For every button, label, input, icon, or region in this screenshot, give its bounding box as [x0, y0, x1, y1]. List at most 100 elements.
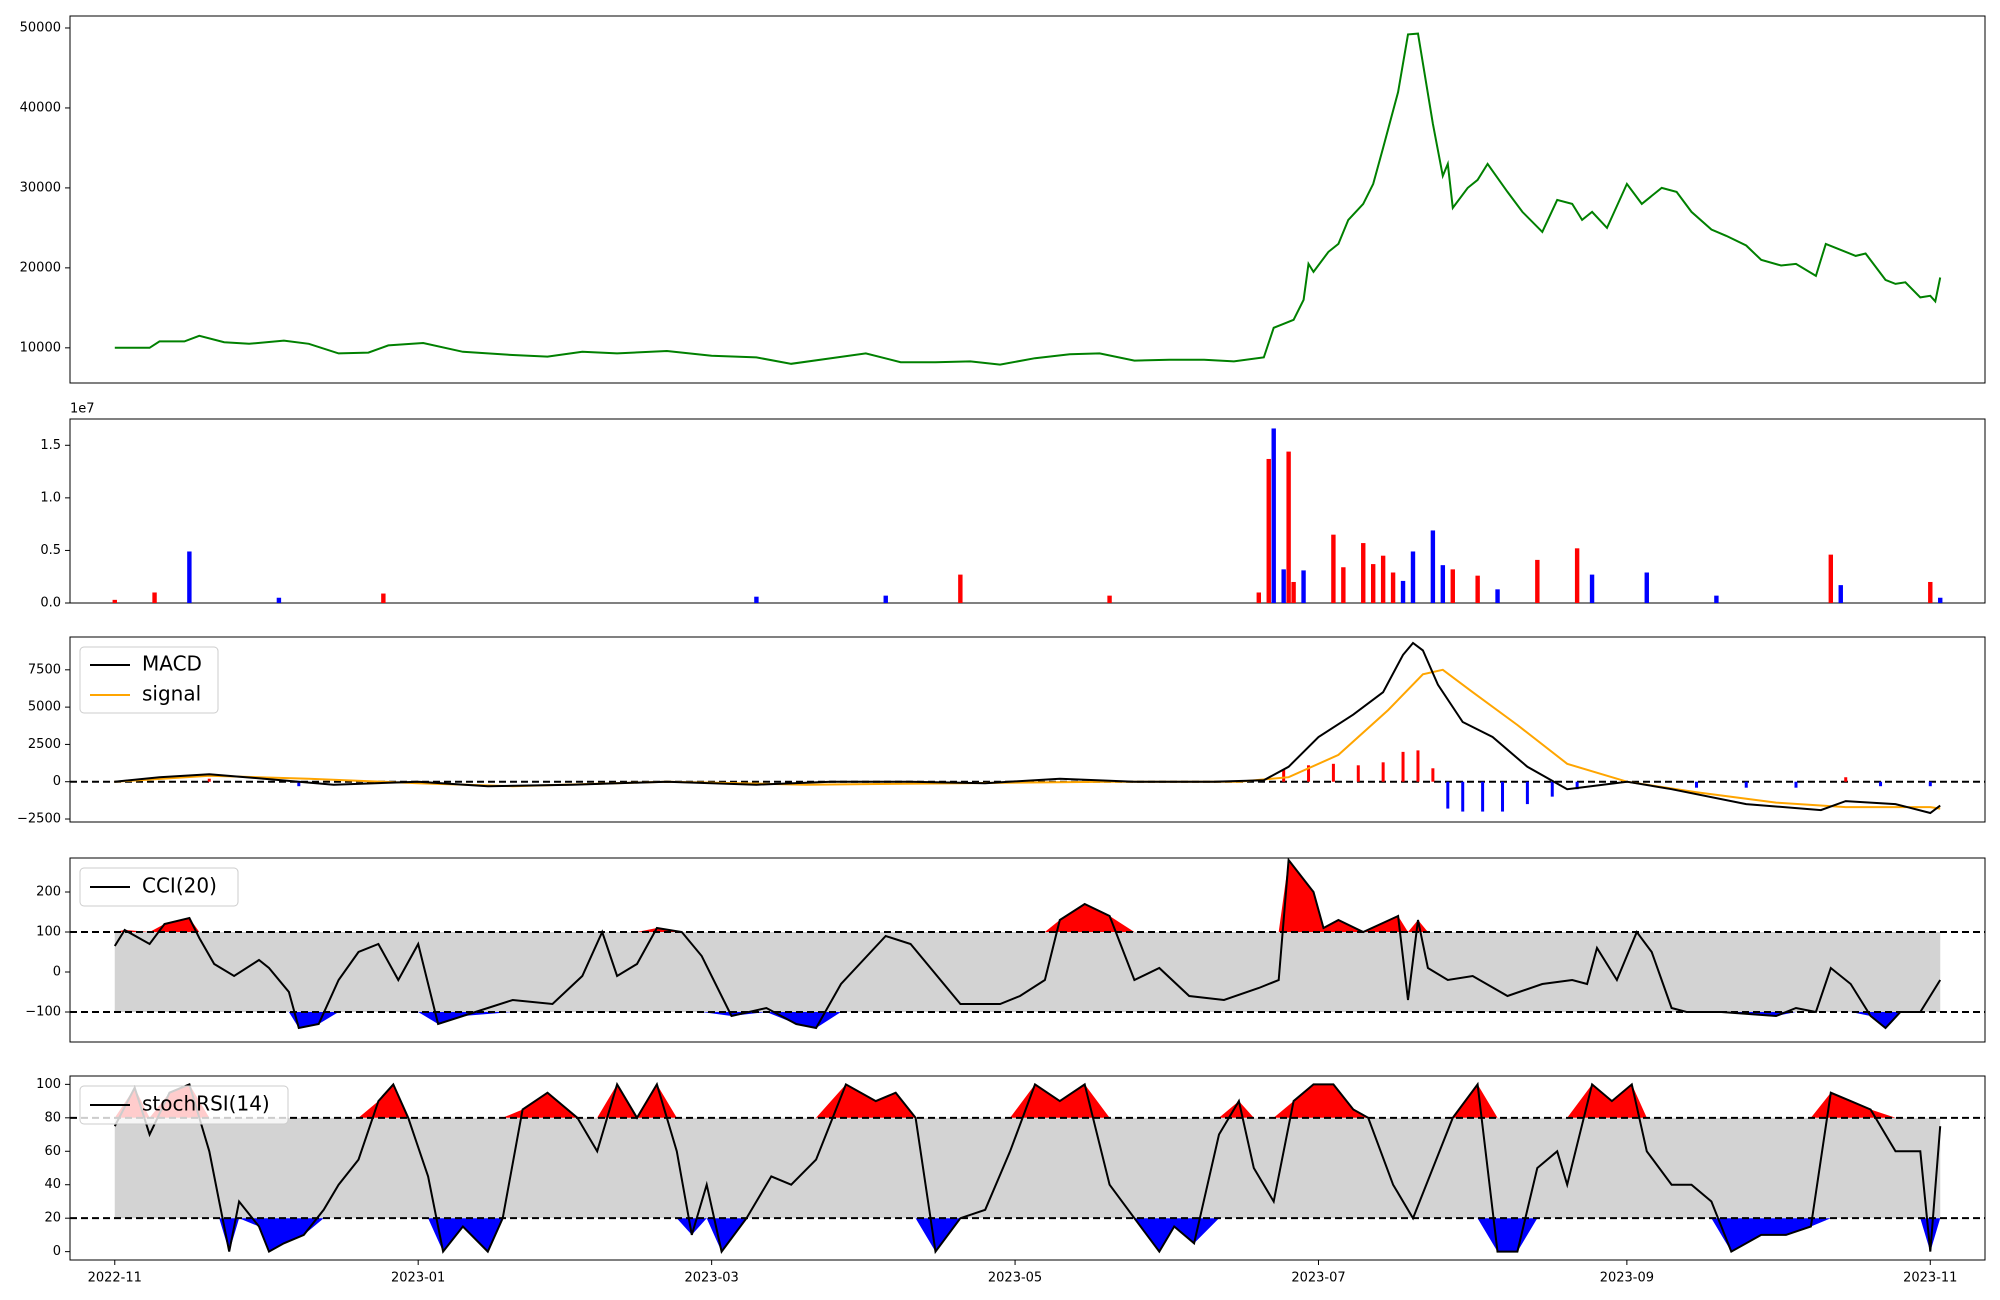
x-tick-label: 2023-07: [1291, 1271, 1345, 1286]
volume-bar: [1271, 428, 1276, 603]
stochrsi-overbought-fill: [114, 1084, 1941, 1118]
stochrsi-legend-box: [79, 1085, 289, 1125]
macd-histogram-bar: [1695, 781, 1699, 788]
volume-bar: [152, 592, 157, 603]
volume-bar: [1380, 555, 1386, 603]
stochrsi-ytick-label: 0: [53, 1244, 61, 1259]
volume-bar: [381, 593, 386, 603]
cci-frame: [69, 857, 1986, 1043]
macd-legend-box: [79, 646, 219, 714]
macd-histogram-bar: [1575, 781, 1579, 790]
volume-bar: [1281, 569, 1286, 603]
stochrsi-oversold-fill: [114, 1218, 1941, 1252]
macd-legend-label: MACD: [142, 652, 202, 676]
macd-histogram-bar: [1331, 763, 1335, 782]
volume-bar: [1644, 572, 1649, 603]
volume-bar: [1475, 575, 1480, 603]
stochrsi-legend: stochRSI(14): [79, 1085, 289, 1125]
macd-histogram-bar: [1501, 781, 1505, 812]
price-line: [114, 32, 1942, 366]
macd-histogram-bar: [1525, 781, 1529, 805]
macd-histogram-bar: [1481, 781, 1485, 812]
macd-ytick-label: −2500: [17, 812, 61, 827]
cci-band: [114, 932, 1941, 1012]
volume-bar: [1370, 564, 1376, 603]
volume-bar: [1256, 592, 1261, 603]
macd-histogram-bar: [297, 781, 301, 787]
macd-histogram-bar: [1381, 762, 1385, 782]
macd-ytick-label: 7500: [28, 662, 61, 677]
x-tick-label: 2023-05: [988, 1271, 1042, 1286]
volume-bar: [1495, 589, 1500, 603]
stochrsi-ytick-label: 20: [44, 1211, 61, 1226]
macd-histogram-bar: [1794, 781, 1798, 788]
cci-legend-box: [79, 867, 239, 907]
cci-overbought-fill: [114, 860, 1941, 932]
price-frame: [69, 15, 1986, 384]
volume-bar: [958, 574, 963, 603]
volume-bar: [1430, 530, 1436, 603]
macd-legend: MACD signal: [79, 646, 219, 714]
signal-legend-label: signal: [142, 682, 201, 706]
volume-bar: [1714, 595, 1719, 603]
stochrsi-panel: 0 20 40 60 80 100 2022-11 2023-01 2023-03 2023-05…: [36, 1075, 1986, 1286]
cci-ytick-label: 0: [53, 965, 61, 980]
macd-histogram-bar: [1401, 751, 1405, 782]
volume-bar: [883, 595, 888, 603]
price-panel: 10000 20000 30000 40000 50000: [20, 15, 1986, 384]
volume-bar: [1410, 551, 1416, 603]
cci-panel: −100 0 100 200 CCI(20): [25, 857, 1986, 1043]
volume-bar: [1574, 548, 1580, 603]
volume-bar: [187, 551, 192, 603]
stochrsi-ytick-label: 100: [36, 1077, 61, 1092]
volume-bar: [1938, 597, 1943, 603]
volume-bar: [1341, 567, 1346, 603]
stochrsi-legend-label: stochRSI(14): [142, 1092, 270, 1116]
x-tick-label: 2023-03: [684, 1271, 738, 1286]
price-ytick-label: 40000: [20, 100, 61, 115]
macd-histogram-bar: [1550, 781, 1554, 797]
cci-legend: CCI(20): [79, 867, 239, 907]
macd-panel: −2500 0 2500 5000 7500 MACD signal: [17, 636, 1986, 827]
macd-histogram-bar: [1446, 781, 1450, 809]
x-tick-label: 2023-01: [391, 1271, 445, 1286]
volume-bar: [1331, 534, 1336, 603]
x-tick-label: 2023-11: [1903, 1271, 1957, 1286]
macd-ytick-label: 2500: [28, 737, 61, 752]
volume-bar: [1838, 585, 1843, 603]
cci-line: [113, 857, 1942, 1030]
volume-offset-label: 1e7: [70, 402, 95, 417]
stochrsi-frame: [69, 1075, 1986, 1261]
macd-histogram-bar: [1844, 777, 1848, 782]
volume-ytick-label: 1.0: [40, 490, 61, 505]
macd-histogram-bar: [1879, 781, 1883, 787]
volume-bar: [1286, 451, 1291, 603]
volume-bar: [1107, 595, 1112, 603]
cci-ytick-label: 200: [36, 885, 61, 900]
volume-bar: [1535, 559, 1540, 603]
price-ytick-label: 50000: [20, 20, 61, 35]
volume-bar: [276, 597, 282, 603]
cci-oversold-fill: [114, 1012, 1941, 1028]
macd-histogram-bar: [1431, 768, 1435, 782]
stochrsi-ytick-label: 80: [44, 1110, 61, 1125]
stochrsi-line: [113, 1081, 1942, 1255]
macd-histogram-bar: [1744, 781, 1748, 788]
volume-bar: [1928, 581, 1933, 603]
volume-ytick-label: 1.5: [40, 438, 61, 453]
volume-bar: [1301, 570, 1306, 603]
volume-bar: [1589, 574, 1595, 603]
volume-ytick-label: 0.0: [40, 596, 61, 611]
cci-ytick-label: −100: [25, 1005, 61, 1020]
cci-ytick-label: 100: [36, 925, 61, 940]
volume-bar: [1450, 569, 1455, 603]
cci-legend-label: CCI(20): [142, 874, 217, 898]
macd-line: [114, 641, 1941, 815]
price-ytick-label: 10000: [20, 340, 61, 355]
price-ytick-label: 20000: [20, 260, 61, 275]
stochrsi-ytick-label: 40: [44, 1177, 61, 1192]
macd-histogram-bar: [1928, 781, 1932, 787]
volume-bar: [1266, 458, 1271, 603]
macd-frame: [69, 636, 1986, 823]
